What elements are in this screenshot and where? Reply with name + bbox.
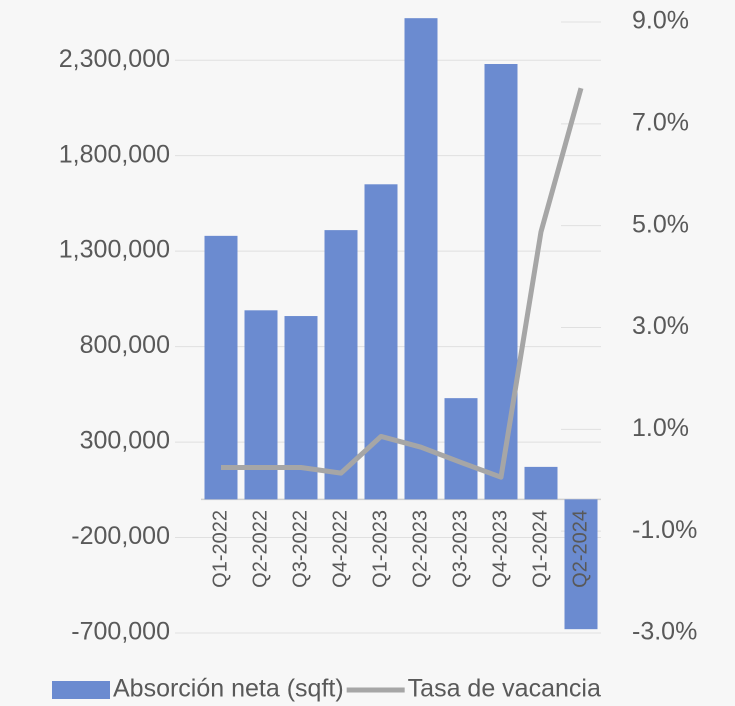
legend-label: Tasa de vacancia (408, 675, 601, 703)
y-tick-label: 1,800,000 (59, 140, 170, 168)
legend-label: Absorción neta (sqft) (113, 675, 344, 703)
x-tick-label: Q4-2023 (489, 510, 511, 588)
bar (324, 230, 358, 500)
bar (404, 18, 438, 500)
bar (564, 499, 598, 630)
bar (524, 466, 558, 500)
y2-tick-label: -3.0% (632, 618, 697, 646)
y2-tick-label: 5.0% (632, 210, 689, 238)
x-tick-label: Q2-2023 (409, 510, 431, 588)
x-tick-label: Q1-2024 (529, 510, 551, 588)
bar (444, 398, 478, 500)
x-tick-label: Q3-2023 (449, 510, 471, 588)
y-tick-label: -200,000 (71, 522, 170, 550)
y2-tick-label: 9.0% (632, 7, 689, 35)
y-tick-label: -700,000 (71, 618, 170, 646)
x-tick-label: Q1-2022 (209, 510, 231, 588)
y-tick-label: 300,000 (80, 427, 170, 455)
x-tick-label: Q1-2023 (369, 510, 391, 588)
x-tick-label: Q4-2022 (329, 510, 351, 588)
y2-tick-label: 7.0% (632, 108, 689, 136)
bar (204, 235, 238, 500)
x-tick-label: Q3-2022 (289, 510, 311, 588)
bar (364, 184, 398, 500)
y2-tick-label: -1.0% (632, 516, 697, 544)
x-tick-label: Q2-2024 (569, 510, 591, 588)
y-tick-label: 800,000 (80, 331, 170, 359)
y-tick-label: 2,300,000 (59, 45, 170, 73)
y2-tick-label: 3.0% (632, 312, 689, 340)
y2-tick-label: 1.0% (632, 414, 689, 442)
bar (284, 316, 318, 500)
legend-swatch (52, 681, 110, 699)
x-tick-label: Q2-2022 (249, 510, 271, 588)
y-tick-label: 1,300,000 (59, 236, 170, 264)
line (221, 87, 584, 480)
bar (244, 310, 278, 500)
bar (484, 64, 518, 500)
